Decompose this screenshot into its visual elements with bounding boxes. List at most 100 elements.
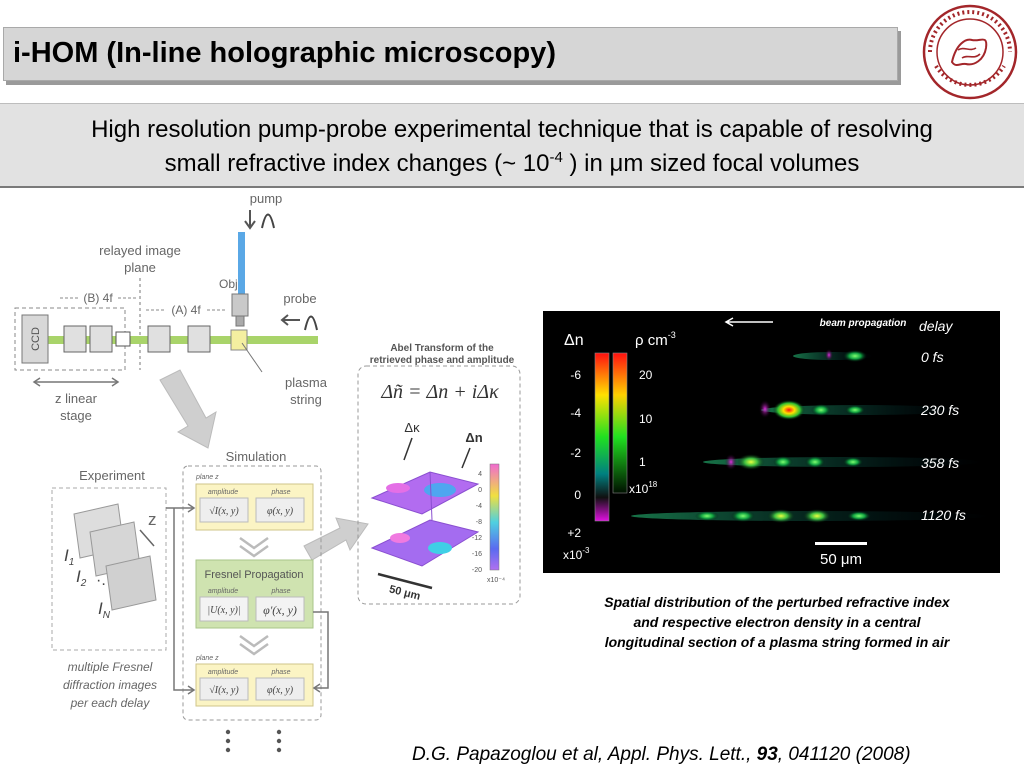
title-bar: i-HOM (In-line holographic microscopy) [3,27,898,81]
sim1-amplitude-label: amplitude [208,489,238,496]
beam-direction-arrow-icon [724,317,773,327]
pump-beam [238,232,245,294]
dn-colorbar [594,352,610,522]
citation-text: D.G. Papazoglou et al, Appl. Phys. Lett.… [412,744,757,765]
fresnel-label: Fresnel Propagation [204,569,303,581]
abel-tick-exponent: x10⁻⁴ [487,577,505,584]
subtitle-text-c: m sized focal volumes [623,150,860,177]
dn-3d-label: Δn [465,430,482,445]
i1-label: I1 [64,546,74,568]
subtitle-text-a: small refractive index changes (~ 10 [164,150,550,177]
ellipsis-dots: ·. [96,572,106,589]
abel-tick-4: -12 [472,535,482,542]
scale-bar-label: 50 μm [820,551,862,568]
slide-title: i-HOM (In-line holographic microscopy) [13,37,556,69]
simulation-panel [182,465,322,721]
multiple-fresnel-label-2: diffraction images [63,678,157,692]
relayed-label-2: plane [124,260,156,275]
plasma-358fs [737,454,765,470]
dn-axis-label: Δn [564,332,584,349]
probe-label: probe [283,291,316,306]
plane-z-label: plane z [195,474,219,481]
fresnel-u-formula: |U(x, y)| [207,605,240,616]
delay-230fs: 230 fs [920,402,959,418]
abel-tick-6: -20 [472,567,482,574]
subtitle-exponent: -4 [549,149,563,166]
pump-pulse-icon [261,213,275,229]
obj-label: Obj [219,277,238,291]
simulation-label: Simulation [226,449,287,464]
delay-358fs: 358 fs [921,455,959,471]
subtitle-band: High resolution pump-probe experimental … [0,103,1024,188]
relayed-label-1: relayed image [99,243,181,258]
beam-propagation-label: beam propagation [820,318,907,329]
in-label: IN [98,599,111,621]
figure-caption: Spatial distribution of the perturbed re… [544,592,1010,652]
dn-tick-1: -4 [570,406,581,420]
objective-lens [231,293,249,317]
caption-line-3: longitudinal section of a plasma string … [604,634,950,650]
plasma-1120fs [767,509,795,523]
dn-tick-2: -2 [570,446,581,460]
university-seal-logo [922,4,1018,100]
dn-tick-0: -6 [570,368,581,382]
abel-colorbar-ticks: 4 0 -4 -8 -12 -16 -20 x10⁻⁴ [472,471,505,584]
aperture [115,331,131,347]
abel-tick-2: -4 [476,503,482,510]
plasma-230fs [773,400,805,420]
abel-equation: Δñ = Δn + iΔκ [380,381,499,403]
setup-diagram: pump relayed image plane (B) 4f (A) 4f O… [14,191,521,753]
dk-label: Δκ [404,420,420,435]
dn-tick-4: +2 [567,526,581,540]
experiment-panel [51,487,167,651]
abel-tick-3: -8 [476,519,482,526]
abel-panel [357,365,521,605]
citation-pages: , 041120 (2008) [777,744,911,765]
citation-volume: 93 [756,744,778,765]
lens-mount-1 [63,325,87,353]
abel-colorbar [489,463,500,571]
measurement-svg: Δn ρ cm-3 beam propagation delay -6 -4 -… [563,317,991,568]
rho-tick-0: 20 [639,368,653,382]
lens-mount-4 [187,325,211,353]
fresnel-phi-formula: φ'(x, y) [263,603,297,617]
ccd-camera [21,314,49,364]
ccd-label: CCD [30,327,42,351]
z-axis-label: z [148,510,157,529]
subtitle-line-2: small refractive index changes (~ 10-4 )… [0,149,1024,178]
abel-tick-5: -16 [472,551,482,558]
chevron-down-icon-2 [239,634,269,656]
measurement-image: Δn ρ cm-3 beam propagation delay -6 -4 -… [543,311,1000,573]
citation: D.G. Papazoglou et al, Appl. Phys. Lett.… [412,744,911,766]
sim1-amp-formula: √I(x, y) [209,506,239,517]
lens-mount-2 [89,325,113,353]
multiple-fresnel-label-3: per each delay [70,696,151,710]
sim1-phase-label: phase [270,489,290,496]
rho-colorbar [612,352,628,494]
b4f-label: (B) 4f [83,291,113,305]
sim2-amplitude-label: amplitude [208,669,238,676]
zstage-label-1: z linear [55,391,98,406]
fresnel-amplitude-label: amplitude [208,588,238,595]
delay-0fs: 0 fs [921,349,944,365]
more-dots-icon [225,729,282,753]
abel-label-2: retrieved phase and amplitude [370,355,515,366]
plasma-0fs [843,350,867,362]
a4f-label: (A) 4f [171,303,201,317]
plasma-label-1: plasma [285,375,328,390]
scale-bar [815,542,867,545]
i2-label: I2 [76,567,87,589]
caption-line-1: Spatial distribution of the perturbed re… [604,594,950,610]
subtitle-text-b: ) in [562,150,610,177]
delay-header: delay [919,318,953,334]
rho-tick-2: 1 [639,455,646,469]
pump-label: pump [250,191,283,206]
chevron-down-icon [239,536,269,558]
abel-label-1: Abel Transform of the [390,343,494,354]
zstage-label-2: stage [60,408,92,423]
plasma-label-2: string [290,392,322,407]
rho-axis-label: ρ cm-3 [635,330,676,349]
multiple-fresnel-label-1: multiple Fresnel [68,660,153,674]
sim2-amp-formula: √I(x, y) [209,685,239,696]
caption-line-2: and respective electron density in a cen… [633,614,921,630]
